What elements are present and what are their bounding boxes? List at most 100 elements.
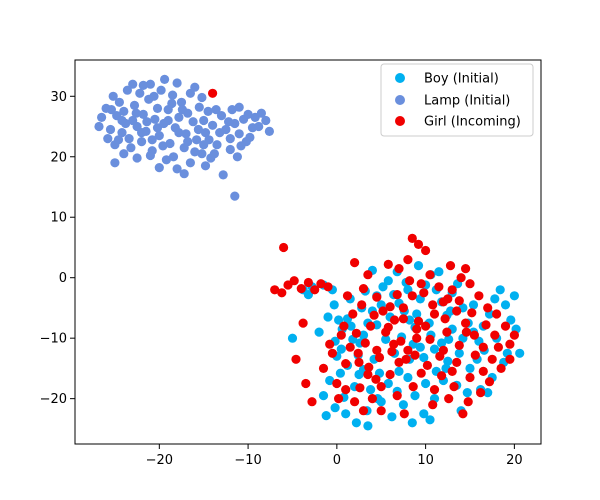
- point-lamp-29: [168, 90, 178, 100]
- point-girl-30: [452, 306, 462, 316]
- point-girl-49: [403, 345, 413, 355]
- point-lamp-103: [106, 105, 116, 115]
- point-boy-94: [429, 344, 440, 354]
- point-girl-10: [323, 282, 333, 292]
- point-lamp-102: [245, 132, 255, 142]
- point-girl-55: [350, 397, 360, 407]
- point-girl-117: [355, 383, 365, 393]
- point-lamp-41: [194, 102, 204, 112]
- point-girl-76: [449, 382, 459, 392]
- point-boy-110: [412, 309, 422, 319]
- point-girl-15: [318, 363, 329, 373]
- point-lamp-68: [154, 163, 164, 173]
- point-lamp-6: [114, 97, 124, 107]
- point-girl-1: [279, 242, 289, 253]
- point-lamp-104: [117, 115, 127, 126]
- point-girl-97: [444, 394, 454, 404]
- point-boy-125: [444, 334, 454, 344]
- point-boy-123: [403, 372, 413, 383]
- point-lamp-49: [216, 111, 227, 121]
- point-lamp-35: [181, 129, 191, 139]
- point-girl-87: [358, 284, 369, 294]
- point-girl-121: [428, 400, 438, 410]
- legend-marker-lamp: [395, 95, 405, 105]
- point-lamp-54: [232, 152, 242, 162]
- point-girl-77: [463, 397, 473, 407]
- point-girl-98: [458, 409, 468, 419]
- point-girl-78: [476, 388, 486, 398]
- point-lamp-28: [165, 138, 175, 149]
- point-boy-16: [383, 276, 393, 286]
- point-lamp-72: [94, 121, 104, 132]
- point-girl-45: [438, 297, 448, 307]
- point-lamp-16: [138, 109, 148, 119]
- point-boy-59: [325, 375, 335, 386]
- point-girl-8: [310, 285, 320, 295]
- point-girl-116: [334, 394, 344, 404]
- point-boy-66: [383, 378, 393, 389]
- point-lamp-71: [218, 170, 228, 180]
- plot-area-frame: [74, 59, 542, 445]
- point-girl-68: [342, 291, 353, 301]
- point-girl-91: [360, 338, 370, 348]
- point-girl-104: [467, 308, 477, 318]
- point-girl-62: [445, 261, 456, 271]
- legend: Boy (Initial) Lamp (Initial) Girl (Incom…: [380, 63, 534, 137]
- point-girl-100: [493, 342, 503, 352]
- point-girl-36: [505, 339, 515, 349]
- legend-label-lamp: Lamp (Initial): [424, 94, 510, 109]
- point-girl-61: [403, 255, 413, 265]
- point-lamp-8: [119, 106, 129, 116]
- point-girl-64: [394, 264, 404, 274]
- point-lamp-73: [103, 134, 113, 144]
- point-lamp-74: [119, 149, 129, 159]
- point-boy-52: [398, 400, 408, 410]
- point-girl-26: [416, 279, 426, 289]
- point-girl-122: [442, 327, 452, 337]
- point-girl-21: [372, 345, 382, 355]
- point-girl-31: [461, 318, 471, 328]
- point-lamp-55: [234, 129, 244, 139]
- legend-marker-boy: [395, 73, 405, 83]
- point-lamp-51: [225, 144, 235, 155]
- point-boy-15: [378, 282, 388, 292]
- point-lamp-67: [132, 153, 142, 163]
- point-lamp-79: [172, 78, 182, 88]
- point-lamp-81: [197, 92, 207, 103]
- point-girl-103: [481, 320, 491, 330]
- point-boy-120: [321, 411, 331, 421]
- legend-box: [380, 63, 534, 137]
- point-girl-69: [357, 300, 367, 310]
- x-tick-label-3: 10: [417, 453, 434, 468]
- point-girl-25: [407, 291, 417, 301]
- legend-marker-girl: [395, 116, 405, 126]
- point-lamp-92: [224, 117, 234, 127]
- point-girl-71: [383, 322, 393, 332]
- point-lamp-14: [135, 88, 145, 98]
- point-lamp-70: [200, 161, 211, 171]
- point-girl-57: [332, 378, 342, 389]
- point-lamp-106: [147, 135, 157, 145]
- point-boy-11: [358, 330, 369, 340]
- point-lamp-76: [138, 80, 148, 90]
- point-lamp-66: [110, 158, 120, 168]
- point-boy-97: [462, 388, 472, 398]
- point-boy-78: [419, 409, 429, 419]
- y-tick-label-1: −10: [40, 332, 67, 347]
- point-lamp-3: [108, 91, 118, 101]
- point-girl-99: [478, 366, 488, 376]
- point-boy-48: [443, 356, 453, 366]
- point-girl-120: [408, 382, 418, 392]
- point-boy-100: [413, 261, 424, 271]
- point-lamp-10: [124, 134, 134, 144]
- point-girl-108: [419, 288, 429, 298]
- point-lamp-84: [142, 117, 152, 127]
- point-girl-83: [412, 324, 422, 334]
- point-girl-11: [298, 318, 308, 328]
- point-lamp-9: [122, 85, 132, 95]
- point-girl-73: [410, 350, 420, 360]
- point-girl-111: [378, 306, 388, 316]
- point-lamp-109: [199, 140, 209, 150]
- y-tick-label-0: −20: [40, 392, 67, 407]
